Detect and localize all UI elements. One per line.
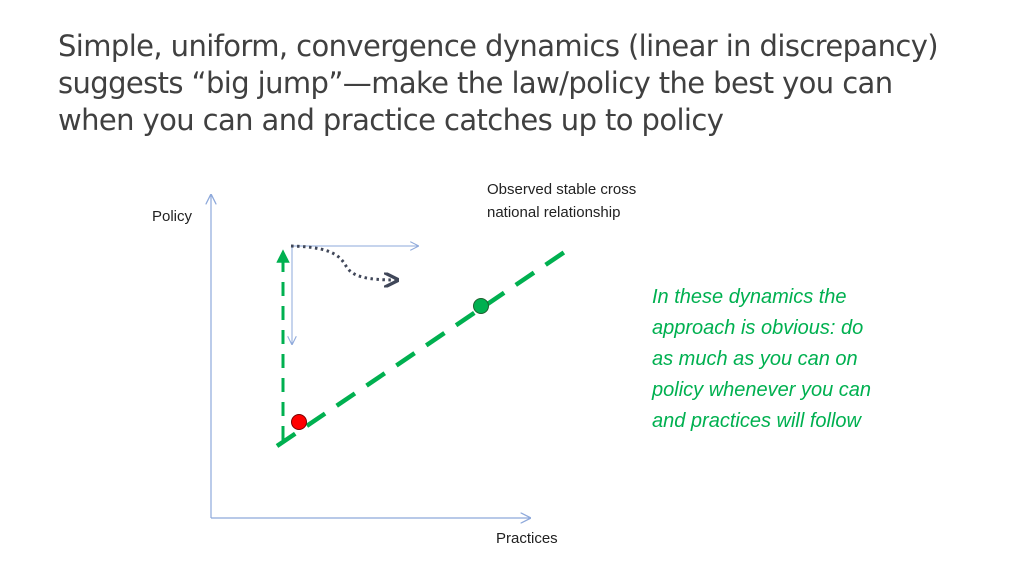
slide-title: Simple, uniform, convergence dynamics (l… (58, 28, 998, 139)
title-line-3: when you can and practice catches up to … (58, 103, 724, 137)
note-line-5: and practices will follow (652, 410, 861, 432)
note-line-1: In these dynamics the (652, 286, 847, 308)
relationship-label: Observed stable cross national relations… (487, 178, 636, 224)
convergence-arrow (290, 244, 396, 280)
relationship-label-line-2: national relationship (487, 204, 621, 221)
start-point (291, 414, 307, 430)
y-axis-label: Policy (152, 208, 193, 225)
approach-note: In these dynamics the approach is obviou… (652, 282, 871, 437)
relationship-label-line-1: Observed stable cross (487, 181, 637, 198)
note-line-4: policy whenever you can (652, 379, 872, 401)
x-axis-label: Practices (496, 530, 558, 547)
title-line-2: suggests “big jump”—make the law/policy … (58, 66, 893, 100)
note-line-3: as much as you can on (652, 348, 858, 370)
title-line-1: Simple, uniform, convergence dynamics (l… (58, 29, 939, 63)
target-point (473, 298, 489, 314)
note-line-2: approach is obvious: do (652, 317, 864, 339)
relationship-line (275, 245, 574, 448)
